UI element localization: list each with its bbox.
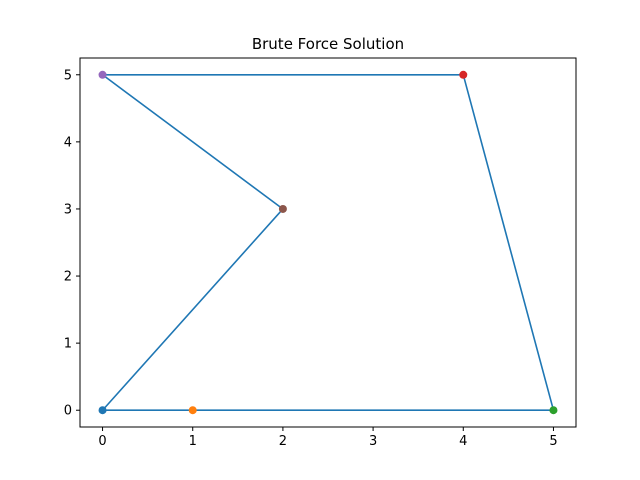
x-tick-label: 3 [369,434,377,449]
data-point [459,70,468,79]
axes: 0 1 2 3 4 5 0 1 2 3 4 5 [64,57,577,449]
x-tick-label: 5 [549,434,557,449]
y-tick-label: 2 [64,270,72,285]
data-point [98,406,107,415]
y-tick-label: 0 [64,404,72,419]
y-tick-label: 5 [64,68,72,83]
path-segment [101,208,284,412]
plot-area [98,70,558,415]
data-point [98,70,107,79]
chart-title: Brute Force Solution [252,35,404,53]
x-tick-label: 1 [189,434,197,449]
y-tick-label: 4 [64,135,72,150]
path-segment [462,73,555,412]
x-tick-label: 0 [98,434,106,449]
axes-frame [79,57,577,428]
data-point [278,204,287,213]
x-tick-label: 2 [279,434,287,449]
data-point [549,406,558,415]
path-segment [101,73,284,210]
y-tick-label: 3 [64,202,72,217]
x-tick-label: 4 [459,434,467,449]
y-tick-label: 1 [64,337,72,352]
data-point [188,406,197,415]
